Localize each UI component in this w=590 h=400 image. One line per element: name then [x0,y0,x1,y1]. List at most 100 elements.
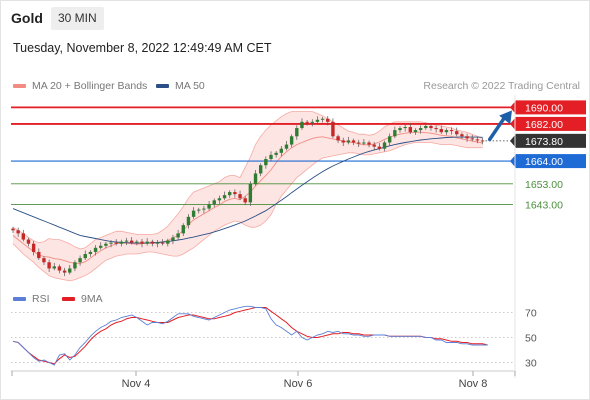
interval-button[interactable]: 30 MIN [51,7,104,30]
candle-body [88,251,93,255]
candle-body [439,129,443,133]
candle-body [449,130,454,132]
legend-ma50[interactable]: MA 50 [156,80,205,92]
current-price-label: 1673.80 [525,136,563,148]
candle-body [408,127,413,133]
chart-datetime: Tuesday, November 8, 2022 12:49:49 AM CE… [13,41,272,55]
candle-body [181,225,185,234]
level-tag-2 [516,154,586,169]
candle-body [140,241,144,244]
candle-body [460,134,464,137]
rsi-line [12,305,488,366]
candle-body [207,204,211,209]
candle-body [424,125,428,129]
candle-body [253,173,258,184]
level-tag-1 [516,116,586,131]
instrument-title: Gold [11,10,43,26]
candle-body [52,266,56,269]
candle-body [357,142,361,144]
candle-body [109,242,113,244]
time-tick-label-2: Nov 8 [459,378,488,390]
legend-ma50-swatch [156,84,169,88]
candle-body [387,136,392,143]
candle-body [68,268,72,273]
candle-body [104,243,108,246]
candle-body [413,130,418,133]
candle-body [269,154,273,160]
candle-body [202,208,206,210]
candle-body [217,198,222,201]
candle-body [341,140,345,143]
legend-bollinger[interactable]: MA 20 + Bollinger Bands [13,80,147,92]
candle-body [26,239,31,244]
legend-rsi-swatch [13,297,26,301]
candle-body [42,258,46,263]
candle-body [289,136,294,145]
candle-body [93,247,98,252]
candle-body [176,233,180,238]
candle-body [274,152,278,155]
candle-body [37,251,41,259]
candle-body [186,216,191,226]
candle-body [475,139,480,141]
candle-body [455,131,459,135]
candle-body [331,121,335,137]
candle-body [57,266,62,271]
candle-body [99,245,103,248]
candle-body [470,138,474,140]
candle-body [284,144,289,149]
candle-body [228,192,232,196]
candle-body [382,142,387,149]
candle-body [248,183,253,203]
candle-body [243,198,247,203]
candle-body [238,194,242,199]
candle-body [429,125,433,129]
legend-rsi[interactable]: RSI [13,293,50,305]
legend-bollinger-swatch [13,84,26,88]
candle-body [166,240,170,244]
candle-body [295,128,299,137]
candle-body [362,142,366,144]
candle-body [480,140,485,142]
legend-rsi-label: RSI [32,293,50,305]
candle-body [279,148,284,153]
level-tag-0 [516,100,586,115]
forecast-arrow-line [487,113,508,142]
candle-body [336,136,340,141]
level-label-1: 1682.00 [525,119,563,131]
candle-body [11,228,15,231]
candle-body [47,262,51,269]
candle-body [119,241,124,244]
level-label-0: 1690.00 [525,102,563,114]
candle-body [326,118,330,122]
level-label-4: 1643.00 [525,199,563,211]
candles [11,116,485,277]
time-tick-label-0: Nov 4 [122,378,151,390]
rsi-tick-label-0: 70 [525,308,537,320]
candle-body [444,130,449,133]
candle-body [16,230,20,234]
candle-body [418,128,423,131]
ma50-line [12,136,483,244]
candle-body [191,210,196,217]
candle-body [403,127,407,129]
legend-bollinger-label: MA 20 + Bollinger Bands [32,80,148,92]
candle-body [393,130,397,137]
legend-rsi-ma[interactable]: 9MA [62,293,103,305]
bollinger-upper-line [12,111,483,250]
candle-body [398,128,402,131]
rsi-tick-label-1: 50 [525,333,537,345]
candle-body [377,146,382,149]
candle-body [351,140,356,143]
candle-body [233,192,237,195]
candle-body [171,237,175,241]
rsi-ma-line [12,307,488,365]
legend-ma50-label: MA 50 [175,80,205,92]
bollinger-band-fill [13,111,483,281]
candle-body [346,140,351,143]
candle-body [78,258,82,263]
candle-body [160,242,165,244]
candle-body [372,144,376,147]
candle-body [197,209,201,211]
